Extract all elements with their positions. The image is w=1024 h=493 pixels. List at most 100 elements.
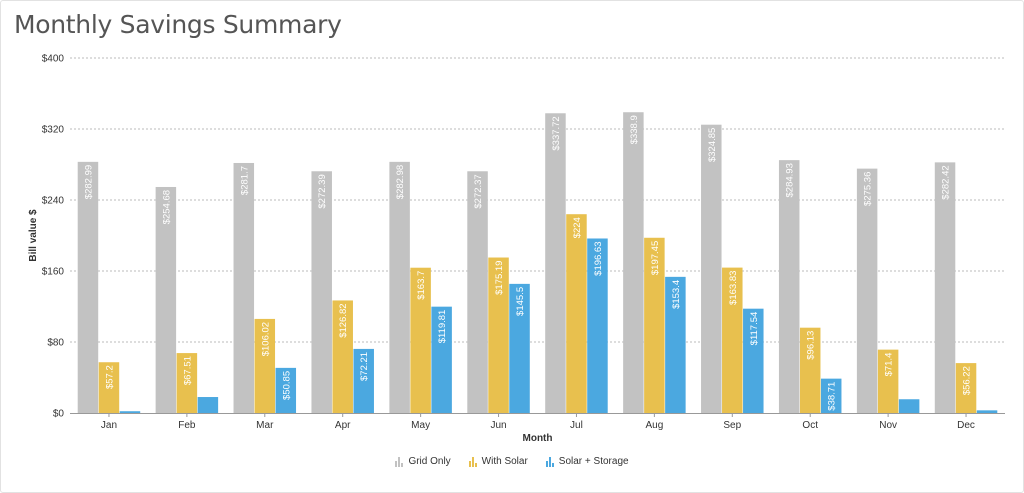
bar-solar-storage-sep <box>743 308 764 413</box>
legend: Grid Only With Solar Solar + Storage <box>0 456 1024 467</box>
bar-data-label: $338.9 <box>629 115 640 144</box>
legend-item[interactable]: Solar + Storage <box>545 456 629 467</box>
bar-chart-icon <box>545 456 554 467</box>
x-tick-label: Jul <box>570 420 583 431</box>
legend-label: Grid Only <box>408 456 451 467</box>
bar-data-label: $324.85 <box>707 128 718 162</box>
legend-label: Solar + Storage <box>558 456 629 467</box>
x-tick-label: May <box>411 420 430 431</box>
bar-data-label: $153.4 <box>671 280 682 309</box>
bar-labels: $282.99 $57.2 $254.68 $67.51 $281.7 $106.02 $5… <box>83 115 972 410</box>
y-tick-label: $240 <box>42 196 65 207</box>
x-tick-label: Sep <box>723 420 741 431</box>
bar-data-label: $126.82 <box>338 303 349 337</box>
y-axis-title: Bill value $ <box>28 209 39 262</box>
bar-grid-only-sep <box>701 124 722 414</box>
bar-solar-storage-jan <box>119 411 141 413</box>
bar-with-solar-sep <box>722 267 743 413</box>
x-tick-label: Jun <box>490 420 506 431</box>
bar-solar-storage-jul <box>587 238 608 413</box>
bar-solar-storage-nov <box>898 399 920 413</box>
bar-solar-storage-oct <box>820 378 842 413</box>
bar-data-label: $145.5 <box>515 287 526 316</box>
bar-data-label: $96.13 <box>806 331 817 360</box>
bar-data-label: $254.68 <box>161 190 172 224</box>
y-tick-label: $320 <box>42 125 65 136</box>
bar-grid-only-jun <box>467 171 488 413</box>
x-axis-title: Month <box>523 433 553 444</box>
bar-data-label: $56.22 <box>962 366 973 395</box>
bar-with-solar-aug <box>644 237 665 413</box>
bar-data-label: $38.71 <box>827 382 838 411</box>
legend-item[interactable]: With Solar <box>468 456 528 467</box>
bar-data-label: $282.42 <box>941 165 952 199</box>
bar-data-label: $67.51 <box>182 356 193 385</box>
x-tick-label: Feb <box>178 420 196 431</box>
x-tick-label: Nov <box>879 420 897 431</box>
bar-with-solar-dec <box>955 363 977 413</box>
bar-grid-only-nov <box>856 168 878 413</box>
bar-data-label: $50.85 <box>281 371 292 400</box>
y-tick-label: $0 <box>53 409 65 420</box>
bar-data-label: $71.4 <box>884 353 895 377</box>
x-tick-labels: Jan Feb Mar Apr May Jun Jul Aug Sep Oct Nov Dec <box>101 413 975 431</box>
bar-with-solar-feb <box>176 353 198 413</box>
x-tick-label: Dec <box>957 420 975 431</box>
y-tick-label: $80 <box>47 338 64 349</box>
bar-grid-only-dec <box>934 162 956 413</box>
bar-with-solar-mar <box>254 318 276 413</box>
bar-with-solar-oct <box>799 327 821 413</box>
bar-with-solar-may <box>410 267 431 413</box>
chart-title: Monthly Savings Summary <box>14 10 342 39</box>
bar-with-solar-jul <box>566 214 587 413</box>
bar-data-label: $196.63 <box>593 241 604 275</box>
bar-chart: $0 $80 $160 $240 $320 $400 $282.99 $57.2 $254.6… <box>28 54 1005 444</box>
bar-grid-only-oct <box>778 160 800 413</box>
y-tick-label: $160 <box>42 267 65 278</box>
bar-data-label: $337.72 <box>551 116 562 150</box>
bar-data-label: $57.2 <box>104 365 115 389</box>
bar-data-label: $119.81 <box>437 310 448 344</box>
x-tick-label: Jan <box>101 420 117 431</box>
bar-data-label: $72.21 <box>359 352 370 381</box>
bar-chart-icon <box>468 456 477 467</box>
bar-solar-storage-feb <box>197 397 219 413</box>
y-tick-label: $400 <box>42 54 65 65</box>
bar-with-solar-jan <box>98 362 120 413</box>
bar-data-label: $224 <box>572 217 583 238</box>
bar-data-label: $272.37 <box>473 174 484 208</box>
bar-solar-storage-mar <box>275 367 297 413</box>
bar-data-label: $275.36 <box>863 172 874 206</box>
x-tick-label: Apr <box>335 420 351 431</box>
bar-data-label: $106.02 <box>260 322 271 356</box>
bar-with-solar-jun <box>488 257 509 413</box>
bar-data-label: $284.93 <box>785 163 796 197</box>
bar-grid-only-jul <box>545 113 566 413</box>
x-tick-label: Aug <box>645 420 663 431</box>
bar-grid-only-may <box>389 161 410 413</box>
bar-data-label: $197.45 <box>650 241 661 275</box>
bar-grid-only-aug <box>623 112 644 413</box>
bar-data-label: $282.98 <box>395 165 406 199</box>
legend-label: With Solar <box>481 456 528 467</box>
bar-grid-only-jan <box>77 161 99 413</box>
bars <box>77 112 998 414</box>
bar-data-label: $163.83 <box>728 271 739 305</box>
bar-data-label: $272.39 <box>317 174 328 208</box>
bar-grid-only-feb <box>155 186 177 413</box>
y-tick-labels: $0 $80 $160 $240 $320 $400 <box>42 54 65 420</box>
bar-solar-storage-jun <box>509 283 530 413</box>
bar-with-solar-apr <box>332 300 353 413</box>
bar-solar-storage-apr <box>353 348 374 413</box>
bar-solar-storage-may <box>431 306 452 413</box>
bar-data-label: $117.54 <box>749 312 760 346</box>
bar-grid-only-mar <box>233 162 255 413</box>
bar-grid-only-apr <box>311 171 332 413</box>
bar-data-label: $281.7 <box>239 166 250 195</box>
bar-solar-storage-aug <box>665 276 686 413</box>
bar-solar-storage-dec <box>976 410 998 413</box>
bar-with-solar-nov <box>877 349 899 413</box>
legend-item[interactable]: Grid Only <box>395 456 451 467</box>
bar-data-label: $163.7 <box>416 271 427 300</box>
bar-data-label: $282.99 <box>83 165 94 199</box>
